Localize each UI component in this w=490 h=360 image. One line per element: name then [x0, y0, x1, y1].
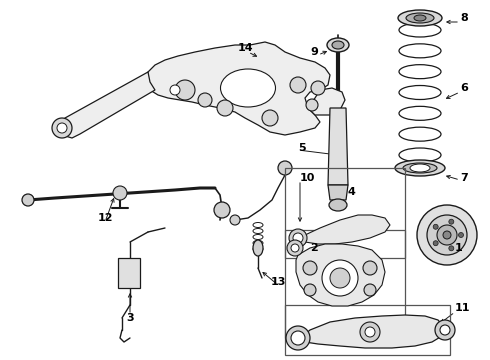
- Ellipse shape: [403, 163, 437, 173]
- Circle shape: [433, 241, 438, 246]
- Bar: [118, 258, 140, 288]
- Text: 9: 9: [310, 47, 318, 57]
- Text: 2: 2: [310, 243, 318, 253]
- Circle shape: [175, 80, 195, 100]
- Bar: [285, 168, 405, 258]
- Polygon shape: [58, 72, 155, 138]
- Polygon shape: [296, 244, 385, 306]
- Circle shape: [291, 244, 299, 252]
- Text: 3: 3: [126, 313, 134, 323]
- Text: 4: 4: [348, 187, 356, 197]
- Circle shape: [230, 215, 240, 225]
- Circle shape: [303, 261, 317, 275]
- Circle shape: [289, 229, 307, 247]
- Ellipse shape: [332, 41, 344, 49]
- Polygon shape: [308, 88, 345, 115]
- Circle shape: [363, 261, 377, 275]
- Circle shape: [293, 233, 303, 243]
- Circle shape: [437, 225, 457, 245]
- Ellipse shape: [406, 13, 434, 23]
- Circle shape: [198, 93, 212, 107]
- Circle shape: [364, 284, 376, 296]
- Circle shape: [365, 327, 375, 337]
- Circle shape: [459, 233, 464, 238]
- Text: 7: 7: [460, 173, 468, 183]
- Ellipse shape: [399, 23, 441, 37]
- Ellipse shape: [395, 160, 445, 176]
- Ellipse shape: [399, 44, 441, 58]
- Circle shape: [287, 240, 303, 256]
- Text: 12: 12: [97, 213, 113, 223]
- Polygon shape: [295, 215, 390, 244]
- Circle shape: [304, 284, 316, 296]
- Ellipse shape: [399, 86, 441, 99]
- Circle shape: [433, 224, 438, 229]
- Circle shape: [330, 268, 350, 288]
- Ellipse shape: [399, 106, 441, 120]
- Ellipse shape: [398, 10, 442, 26]
- Circle shape: [113, 186, 127, 200]
- Circle shape: [435, 320, 455, 340]
- Circle shape: [217, 100, 233, 116]
- Ellipse shape: [253, 240, 263, 246]
- Bar: [285, 230, 405, 338]
- Ellipse shape: [253, 247, 263, 252]
- Bar: [285, 305, 450, 355]
- Polygon shape: [328, 185, 348, 200]
- Circle shape: [443, 231, 451, 239]
- Text: 10: 10: [300, 173, 316, 183]
- Circle shape: [214, 202, 230, 218]
- Ellipse shape: [327, 38, 349, 52]
- Polygon shape: [298, 315, 445, 348]
- Circle shape: [291, 331, 305, 345]
- Circle shape: [286, 326, 310, 350]
- Ellipse shape: [253, 240, 263, 256]
- Circle shape: [262, 110, 278, 126]
- Ellipse shape: [399, 127, 441, 141]
- Circle shape: [360, 322, 380, 342]
- Circle shape: [311, 81, 325, 95]
- Circle shape: [22, 194, 34, 206]
- Ellipse shape: [410, 164, 430, 172]
- Circle shape: [57, 123, 67, 133]
- Circle shape: [306, 99, 318, 111]
- Ellipse shape: [399, 148, 441, 162]
- Circle shape: [417, 205, 477, 265]
- Circle shape: [278, 161, 292, 175]
- Ellipse shape: [253, 222, 263, 228]
- Polygon shape: [145, 42, 330, 135]
- Polygon shape: [328, 108, 348, 185]
- Text: 5: 5: [298, 143, 306, 153]
- Text: 14: 14: [238, 43, 254, 53]
- Circle shape: [52, 118, 72, 138]
- Circle shape: [440, 325, 450, 335]
- Ellipse shape: [253, 229, 263, 234]
- Ellipse shape: [220, 69, 275, 107]
- Ellipse shape: [329, 199, 347, 211]
- Ellipse shape: [253, 234, 263, 239]
- Text: 8: 8: [460, 13, 468, 23]
- Text: 6: 6: [460, 83, 468, 93]
- Text: 13: 13: [270, 277, 286, 287]
- Circle shape: [427, 215, 467, 255]
- Text: 11: 11: [455, 303, 470, 313]
- Text: 1: 1: [455, 243, 463, 253]
- Circle shape: [449, 246, 454, 251]
- Circle shape: [449, 219, 454, 224]
- Circle shape: [322, 260, 358, 296]
- Ellipse shape: [399, 65, 441, 79]
- Ellipse shape: [414, 15, 426, 21]
- Circle shape: [290, 77, 306, 93]
- Circle shape: [170, 85, 180, 95]
